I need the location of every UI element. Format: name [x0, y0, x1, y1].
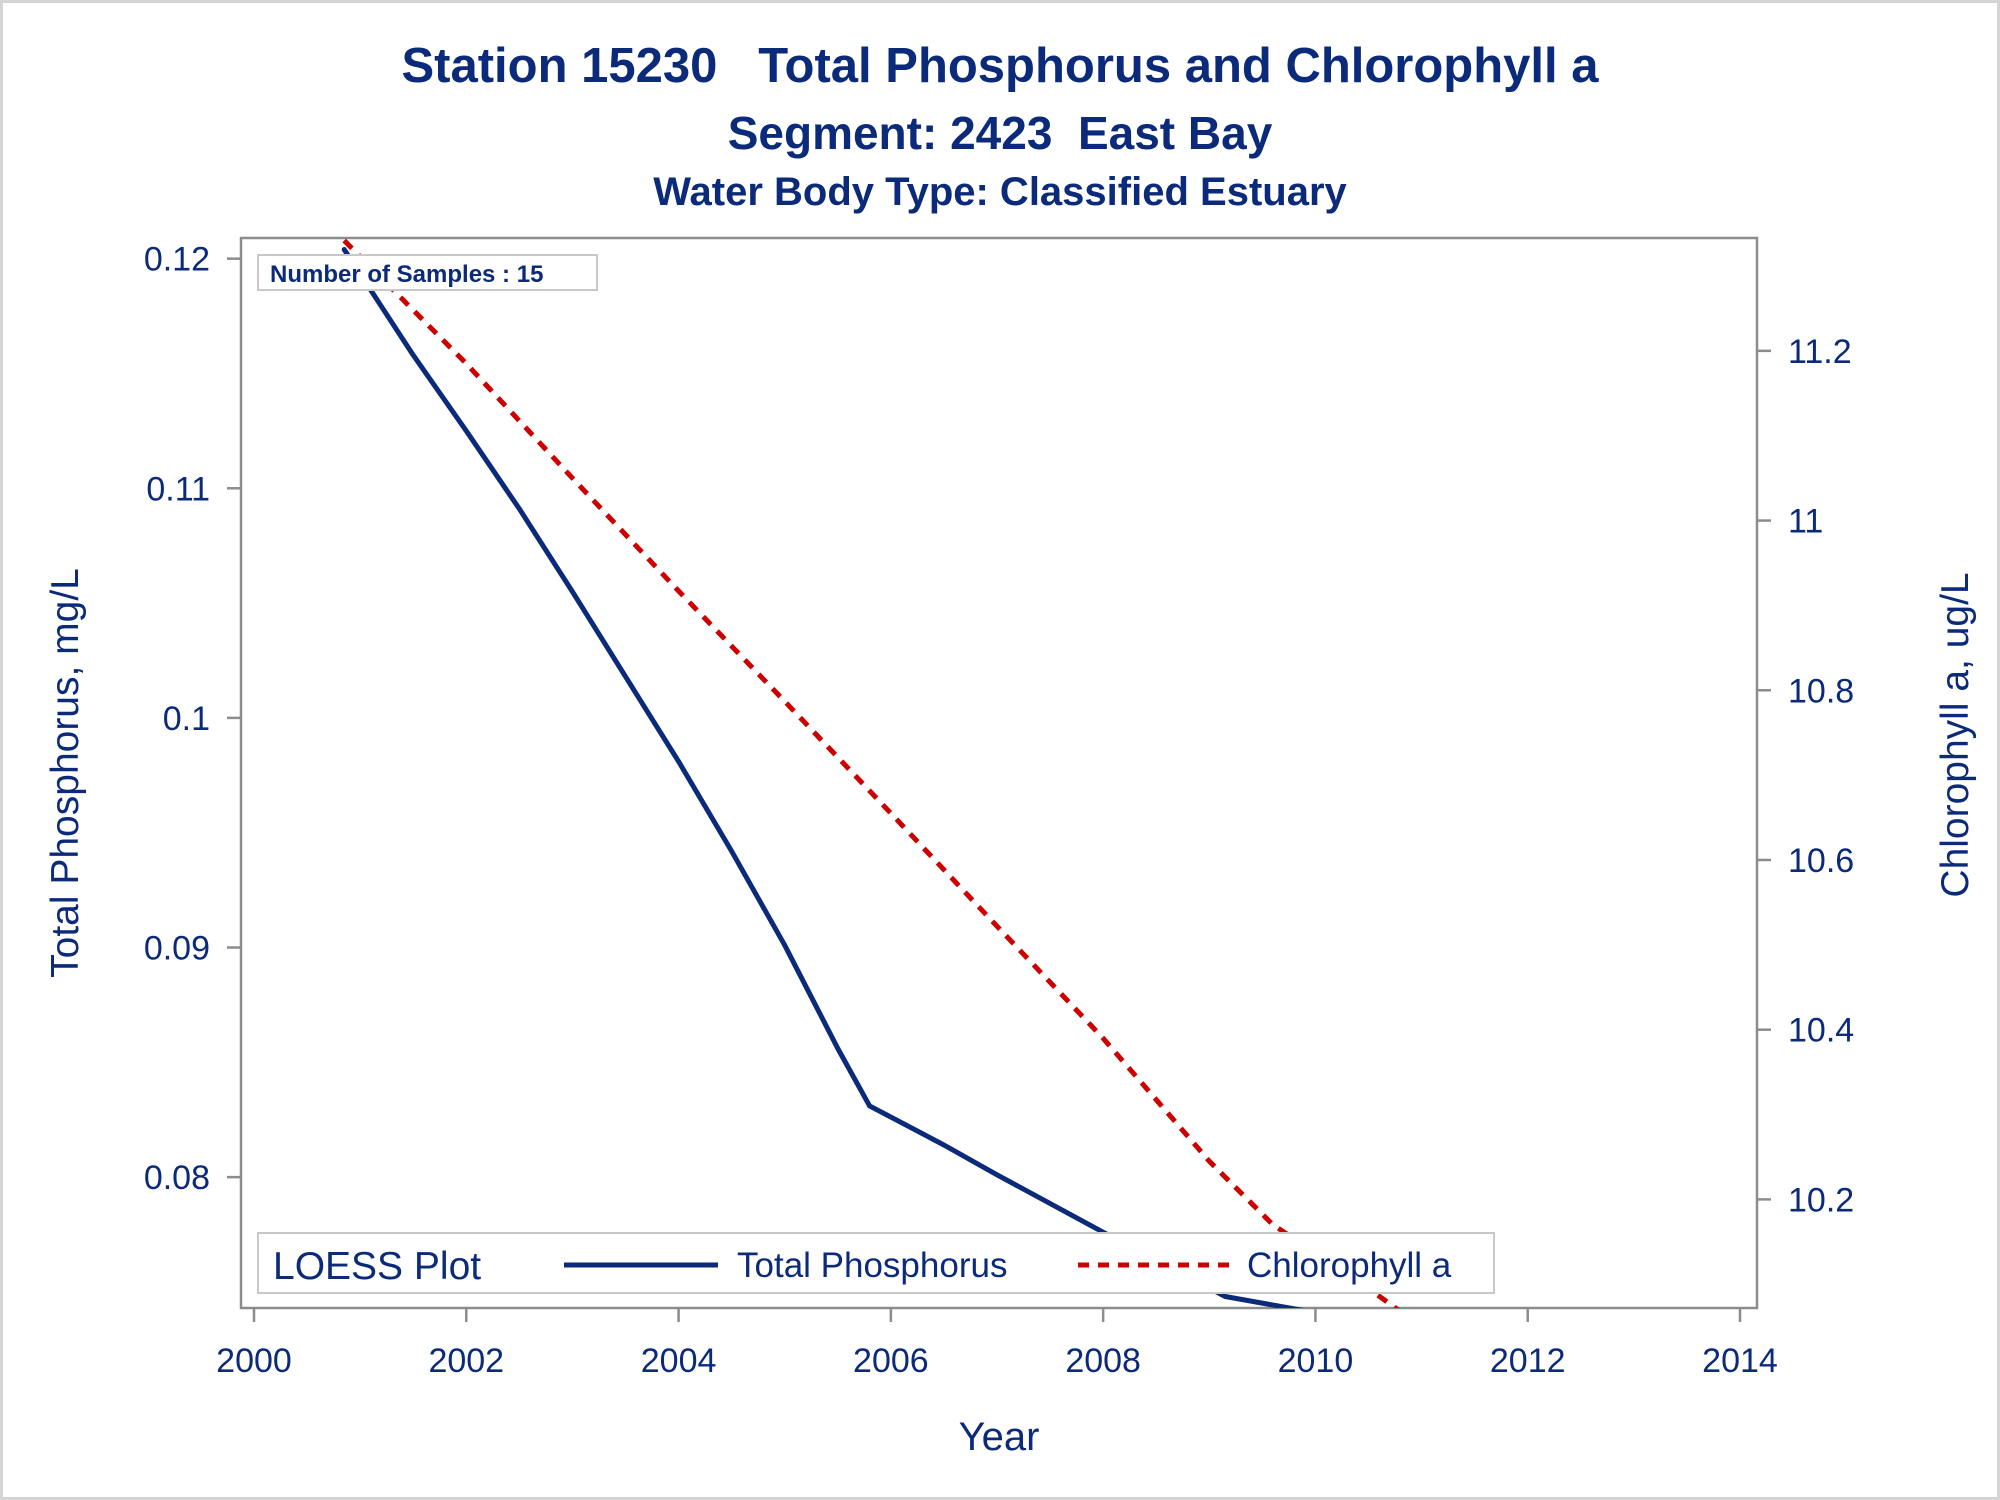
- plot-area: [239, 236, 1759, 1310]
- sample-count-label: Number of Samples : 15: [270, 261, 543, 288]
- x-tick-label-2014: 2014: [1702, 1342, 1778, 1380]
- y-tick-label-0: 0.08: [144, 1159, 210, 1197]
- x-axis-label: Year: [959, 1415, 1040, 1459]
- y2-tick-label-3: 10.8: [1788, 672, 1854, 710]
- series-line-chlorophyll-a: [342, 238, 1400, 1308]
- y-tick-label-4: 0.12: [144, 241, 210, 279]
- x-tick-label-2002: 2002: [428, 1342, 504, 1380]
- legend-title: LOESS Plot: [273, 1245, 481, 1288]
- x-tick-label-2004: 2004: [641, 1342, 717, 1380]
- axes: 2000 2002 2004 2006 2008 2010 2012 2014 0.08 0.09…: [144, 241, 1854, 1380]
- chart-title: Station 15230 Total Phosphorus and Chlor…: [401, 39, 1599, 93]
- sample-count-box: [257, 254, 598, 291]
- y2-tick-label-5: 11.2: [1788, 333, 1852, 371]
- y2-tick-label-2: 10.6: [1788, 842, 1854, 880]
- x-tick-label-2000: 2000: [216, 1342, 292, 1380]
- y2-axis-label: Chlorophyll a, ug/L: [1934, 572, 1977, 897]
- y2-tick-label-0: 10.2: [1788, 1181, 1854, 1219]
- y2-tick-label-4: 11: [1788, 503, 1823, 541]
- legend-label-chlorophyll-a: Chlorophyll a: [1247, 1246, 1452, 1285]
- legend-label-total-phosphorus: Total Phosphorus: [737, 1246, 1007, 1285]
- y-tick-label-1: 0.09: [144, 930, 210, 968]
- y-tick-label-3: 0.11: [146, 470, 210, 508]
- legend-box: [257, 1232, 1495, 1294]
- y-axis-label: Total Phosphorus, mg/L: [44, 568, 87, 978]
- chart-subtitle-2: Water Body Type: Classified Estuary: [653, 170, 1347, 214]
- chart-subtitle: Segment: 2423 East Bay: [727, 107, 1273, 159]
- x-tick-label-2008: 2008: [1065, 1342, 1141, 1380]
- x-tick-label-2006: 2006: [853, 1342, 929, 1380]
- series-line-total-phosphorus: [341, 247, 1304, 1308]
- y2-tick-label-1: 10.4: [1788, 1012, 1854, 1050]
- series-lines: [341, 238, 1400, 1308]
- x-tick-label-2010: 2010: [1278, 1342, 1354, 1380]
- x-tick-label-2012: 2012: [1490, 1342, 1566, 1380]
- y-tick-label-2: 0.1: [163, 700, 210, 738]
